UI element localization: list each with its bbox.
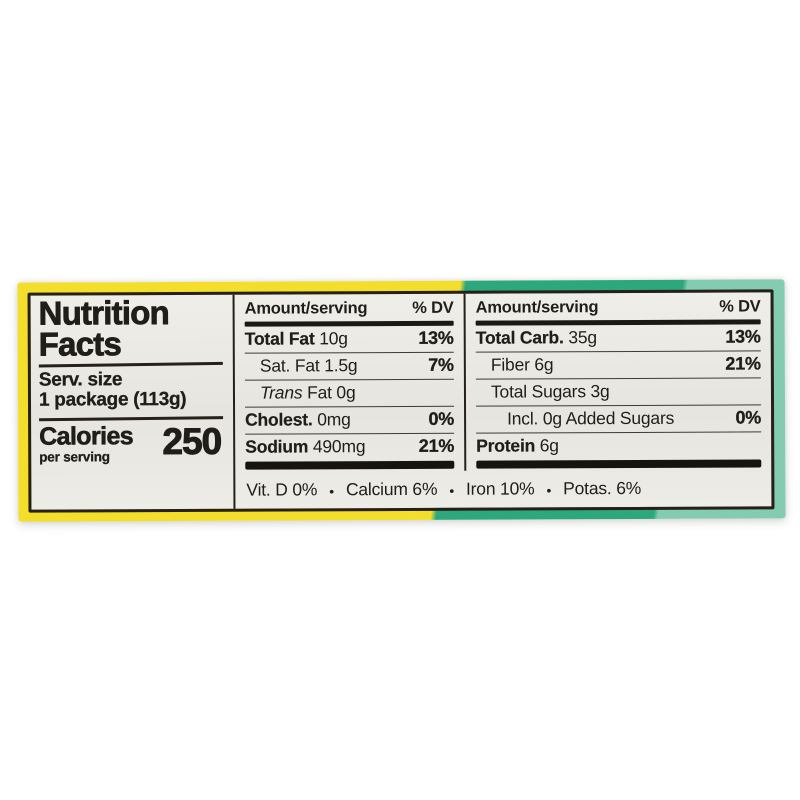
thick-divider — [245, 460, 455, 470]
carb-protein-column: Amount/serving % DV Total Carb. 35g 13% Fi… — [463, 292, 772, 471]
nutrient-name-segment: 0mg — [312, 409, 351, 430]
nutrient-name-segment: Cholest. — [245, 409, 313, 431]
calories-label: Calories — [39, 421, 134, 451]
serving-size-value: 1 package (113g) — [38, 389, 187, 412]
nutrient-row: Sodium 490mg 21% — [245, 434, 454, 461]
micronutrient-item: Vit. D 0% — [246, 479, 318, 500]
nutrient-row: Cholest. 0mg 0% — [245, 406, 455, 435]
nutrient-name-segment: Incl. 0g Added Sugars — [507, 408, 675, 429]
nutrient-name: Fiber 6g — [491, 354, 554, 375]
nutrition-facts-right-section: Amount/serving % DV Total Fat 10g 13% Sat.… — [235, 292, 772, 508]
nutrient-name-segment: Protein — [476, 435, 536, 457]
nutrient-dv-value: 7% — [428, 354, 454, 376]
nutrient-row: Protein 6g — [476, 432, 761, 459]
nutrition-facts-panel: Nutrition Facts Serv. size 1 package (11… — [27, 289, 775, 513]
calories-block: Calories per serving 250 — [39, 420, 225, 465]
nutrient-name: Incl. 0g Added Sugars — [507, 408, 674, 430]
nutrient-name: Total Carb. 35g — [476, 327, 597, 349]
nutrient-rows: Total Fat 10g 13% Sat. Fat 1.5g 7% Trans Fat… — [244, 325, 455, 461]
nutrient-row: Incl. 0g Added Sugars 0% — [476, 405, 762, 434]
nutrient-name-segment: Sat. Fat 1.5g — [259, 355, 358, 376]
micronutrient-item: Iron 10% — [465, 478, 535, 499]
serving-size-label: Serv. size — [38, 368, 123, 391]
nutrient-name-segment: Total Fat — [244, 328, 315, 349]
nutrient-name-segment: 10g — [314, 328, 348, 349]
nutrient-dv-value: 21% — [418, 436, 455, 457]
micronutrients-row: Vit. D 0% • Calcium 6% • Iron 10% • Potas. 6% — [235, 469, 771, 508]
nutrient-name-segment: Total Carb. — [475, 327, 564, 348]
amount-serving-header: Amount/serving — [475, 298, 599, 317]
nutrient-rows: Total Carb. 35g 13% Fiber 6g 21% Total Sugar… — [475, 323, 762, 460]
nutrient-name-segment: Total Sugars 3g — [490, 381, 610, 402]
serving-size-block: Serv. size 1 package (113g) — [39, 369, 225, 412]
nutrient-name: Total Sugars 3g — [491, 381, 610, 403]
nutrient-name-segment: Sodium — [245, 436, 309, 458]
thick-divider — [476, 459, 762, 469]
micronutrient-item: Potas. 6% — [563, 477, 642, 499]
bullet-separator: • — [329, 482, 334, 499]
column-header: Amount/serving % DV — [245, 297, 454, 319]
nutrient-row: Trans Fat 0g — [244, 379, 455, 408]
nutrient-dv-value: 0% — [428, 409, 455, 430]
percent-dv-header: % DV — [412, 298, 454, 317]
nutrient-name: Trans Fat 0g — [260, 382, 356, 403]
nutrient-name-segment: Fiber 6g — [490, 354, 554, 375]
nutrient-dv-value: 13% — [418, 327, 454, 348]
nutrient-name: Sat. Fat 1.5g — [260, 355, 358, 376]
nutrient-name-segment: 6g — [535, 435, 559, 456]
column-header: Amount/serving % DV — [476, 295, 761, 317]
nutrient-dv-value: 13% — [725, 326, 761, 347]
fat-sodium-column: Amount/serving % DV Total Fat 10g 13% Sat.… — [235, 294, 465, 472]
nutrient-dv-value: 21% — [725, 353, 761, 374]
percent-dv-header: % DV — [719, 297, 761, 316]
title-divider — [38, 361, 223, 368]
nutrient-name-segment: Trans — [259, 382, 303, 403]
nutrient-name-segment: Fat 0g — [302, 382, 356, 403]
nutrient-columns: Amount/serving % DV Total Fat 10g 13% Sat.… — [235, 292, 772, 471]
nutrient-row: Sat. Fat 1.5g 7% — [244, 352, 454, 381]
amount-serving-header: Amount/serving — [244, 299, 368, 318]
package-color-band: Nutrition Facts Serv. size 1 package (11… — [17, 279, 786, 522]
nutrient-row: Total Fat 10g 13% — [245, 325, 454, 354]
bullet-separator: • — [449, 482, 455, 499]
nutrient-name: Total Fat 10g — [245, 328, 348, 349]
calories-labels: Calories per serving — [39, 421, 134, 465]
nutrient-name-segment: 490mg — [308, 436, 366, 457]
calories-value: 250 — [162, 420, 222, 462]
panel-title-line2: Facts — [38, 325, 122, 363]
panel-title: Nutrition Facts — [38, 294, 225, 363]
bullet-separator: • — [546, 481, 552, 498]
nutrition-facts-left-section: Nutrition Facts Serv. size 1 package (11… — [30, 294, 236, 510]
nutrient-row: Total Sugars 3g — [475, 378, 762, 407]
nutrient-row: Total Carb. 35g 13% — [476, 323, 761, 353]
nutrient-name-segment: 35g — [563, 327, 597, 348]
calories-sublabel: per serving — [39, 448, 110, 465]
nutrient-row: Fiber 6g 21% — [475, 351, 761, 380]
nutrient-name: Cholest. 0mg — [245, 410, 351, 431]
nutrient-name: Sodium 490mg — [245, 437, 365, 459]
nutrient-name: Protein 6g — [476, 436, 559, 457]
panel-title-line1: Nutrition — [38, 294, 169, 332]
micronutrient-item: Calcium 6% — [345, 478, 438, 500]
nutrient-dv-value: 0% — [735, 407, 762, 428]
